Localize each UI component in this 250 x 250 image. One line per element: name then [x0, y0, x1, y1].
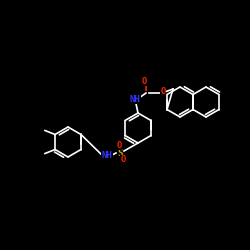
Text: S: S — [117, 148, 123, 158]
Text: O: O — [116, 140, 122, 149]
Text: NH: NH — [130, 94, 140, 104]
Text: O: O — [120, 156, 126, 164]
Text: O: O — [141, 76, 147, 86]
Text: NH: NH — [102, 152, 112, 160]
Text: O: O — [160, 86, 166, 96]
